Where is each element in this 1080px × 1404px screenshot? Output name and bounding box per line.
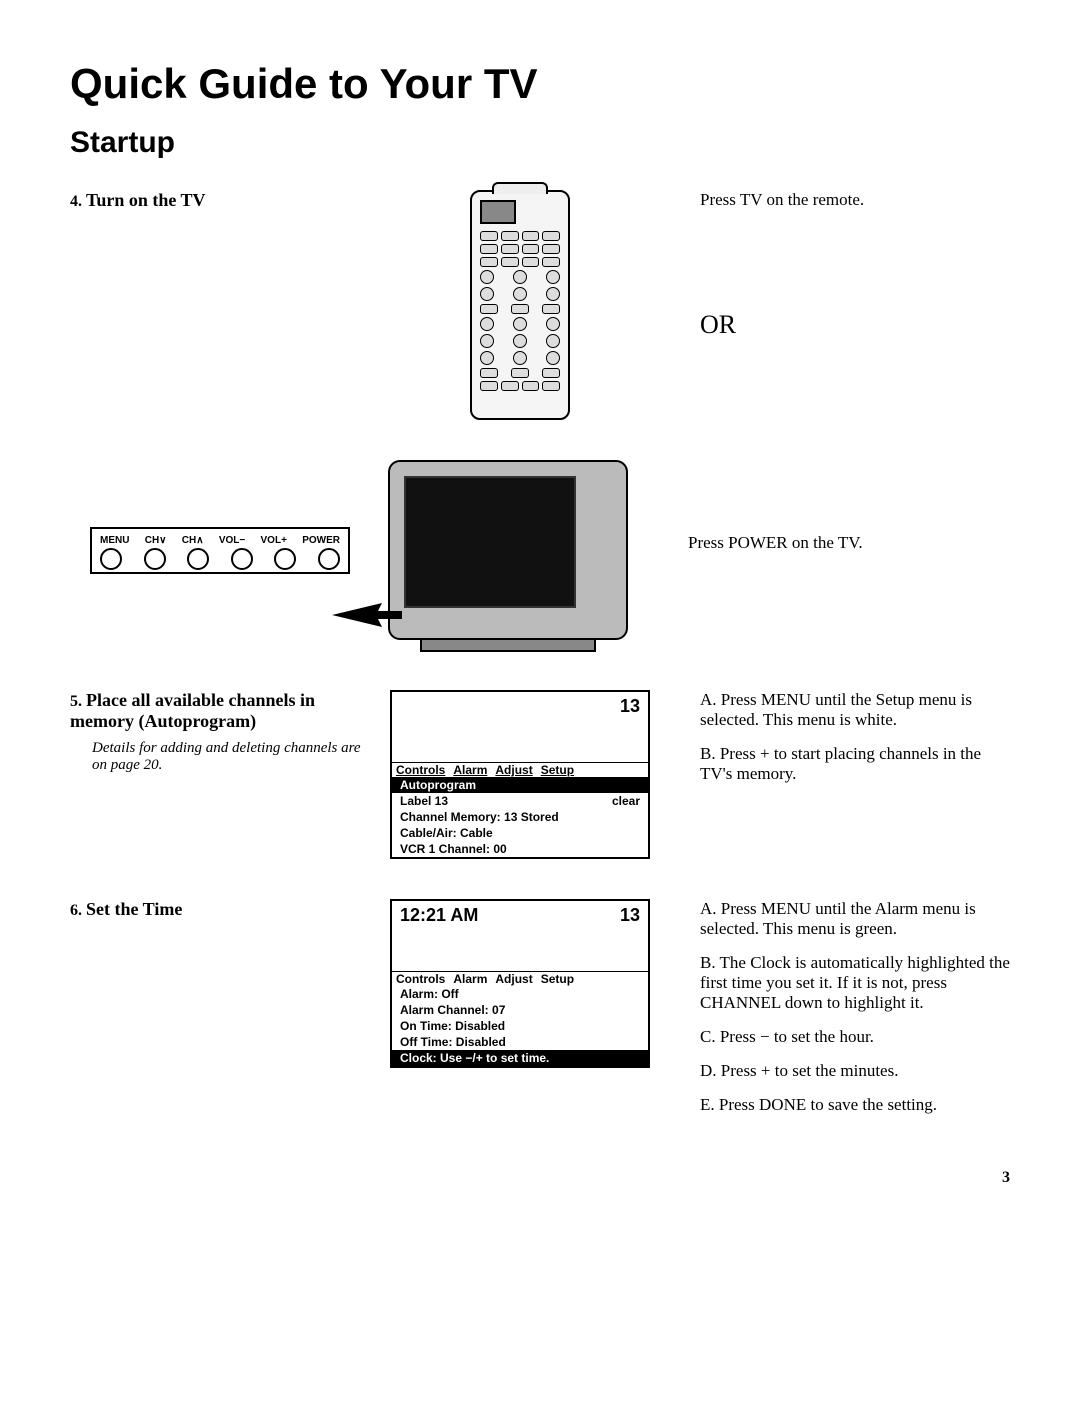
page-number: 3 <box>70 1169 1010 1187</box>
step-4-row-a: 4. Turn on the TV Press TV on the remote… <box>70 190 1010 420</box>
menu-line-alarm: Alarm: Off <box>392 986 648 1002</box>
panel-label-chdown: CH∨ <box>145 535 167 546</box>
menu-line-ontime: On Time: Disabled <box>392 1018 648 1034</box>
menu-line-alarmch: Alarm Channel: 07 <box>392 1002 648 1018</box>
tab-controls: Controls <box>396 763 445 777</box>
step-5-row: 5. Place all available channels in memor… <box>70 690 1010 859</box>
panel-label-power: POWER <box>302 535 340 546</box>
menu-line-cableair: Cable/Air: Cable <box>392 825 648 841</box>
step-5-instruction-b: B. Press + to start placing channels in … <box>700 744 1010 784</box>
menu-line-memory: Channel Memory: 13 Stored <box>392 809 648 825</box>
menu-line-label-right: clear <box>612 794 640 808</box>
panel-label-chup: CH∧ <box>182 535 204 546</box>
step-5-number: 5. <box>70 693 82 710</box>
menu-line-vcr: VCR 1 Channel: 00 <box>392 841 648 857</box>
step-5-detail: Details for adding and deleting channels… <box>92 740 370 774</box>
or-text: OR <box>700 310 1010 340</box>
menu-line-offtime: Off Time: Disabled <box>392 1034 648 1050</box>
menu-line-clock: Clock: Use −/+ to set time. <box>392 1050 648 1066</box>
panel-button <box>318 548 340 570</box>
panel-button <box>100 548 122 570</box>
step-5-title: Place all available channels in memory (… <box>70 690 315 731</box>
tv-illustration <box>388 460 628 640</box>
menu-line-autoprogram: Autoprogram <box>392 777 648 793</box>
step-6-instruction-d: D. Press + to set the minutes. <box>700 1061 1010 1081</box>
tv-button-panel: MENU CH∨ CH∧ VOL− VOL+ POWER <box>90 527 350 574</box>
tab-adjust: Adjust <box>495 972 532 986</box>
tab-setup: Setup <box>541 972 574 986</box>
screen-time: 12:21 AM <box>400 905 478 926</box>
step-5-screen: 13 Controls Alarm Adjust Setup Autoprogr… <box>390 690 650 859</box>
tab-setup: Setup <box>541 763 574 777</box>
tab-alarm: Alarm <box>453 763 487 777</box>
remote-illustration <box>470 190 570 420</box>
panel-button <box>274 548 296 570</box>
panel-button <box>144 548 166 570</box>
panel-label-menu: MENU <box>100 535 129 546</box>
page-title: Quick Guide to Your TV <box>70 60 1010 108</box>
screen-channel: 13 <box>620 696 640 717</box>
step-4-row-b: MENU CH∨ CH∧ VOL− VOL+ POWER <box>70 460 1010 640</box>
step-4-instruction-b: Press POWER on the TV. <box>688 533 1010 553</box>
step-6-instruction-c: C. Press − to set the hour. <box>700 1027 1010 1047</box>
step-6-screen: 12:21 AM 13 Controls Alarm Adjust Setup … <box>390 899 650 1068</box>
step-6-instruction-e: E. Press DONE to save the setting. <box>700 1095 1010 1115</box>
tab-alarm: Alarm <box>453 972 487 986</box>
step-6-instruction-a: A. Press MENU until the Alarm menu is se… <box>700 899 1010 939</box>
step-4-title: Turn on the TV <box>86 190 206 210</box>
step-6-row: 6. Set the Time 12:21 AM 13 Controls Ala… <box>70 899 1010 1129</box>
panel-button <box>231 548 253 570</box>
section-title: Startup <box>70 126 1010 160</box>
tab-controls: Controls <box>396 972 445 986</box>
screen-channel: 13 <box>620 905 640 926</box>
step-5-instruction-a: A. Press MENU until the Setup menu is se… <box>700 690 1010 730</box>
panel-button <box>187 548 209 570</box>
arrow-icon <box>332 598 402 632</box>
menu-line-label: Label 13 clear <box>392 793 648 809</box>
step-6-instruction-b: B. The Clock is automatically highlighte… <box>700 953 1010 1013</box>
tab-adjust: Adjust <box>495 763 532 777</box>
step-6-title: Set the Time <box>86 899 182 919</box>
step-4-instruction-a: Press TV on the remote. <box>700 190 1010 210</box>
step-6-number: 6. <box>70 902 82 919</box>
menu-line-label-left: Label 13 <box>400 794 448 808</box>
panel-label-voldown: VOL− <box>219 535 245 546</box>
panel-label-volup: VOL+ <box>261 535 287 546</box>
step-4-number: 4. <box>70 193 82 210</box>
